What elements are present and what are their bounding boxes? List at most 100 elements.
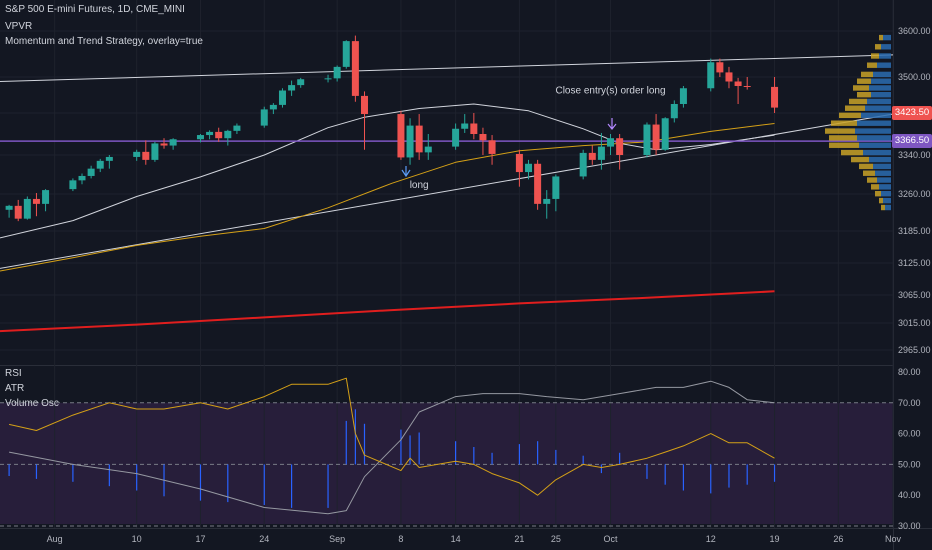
- lower-tick-label: 40.00: [898, 490, 921, 500]
- lower-tick-label: 30.00: [898, 521, 921, 531]
- candle-body: [233, 125, 241, 131]
- vpvr-down-bar: [839, 112, 861, 119]
- candle-body: [96, 160, 104, 169]
- long-entry-arrow: [401, 166, 411, 178]
- candle-body: [169, 139, 177, 146]
- candle-body: [87, 168, 95, 176]
- candle-body: [78, 175, 86, 181]
- candle-body: [661, 118, 669, 150]
- legend-volume-osc: Volume Osc: [5, 398, 59, 409]
- vpvr-up-bar: [861, 112, 891, 119]
- legend-atr: ATR: [5, 383, 25, 394]
- candle-body: [269, 104, 277, 110]
- candle-body: [215, 131, 223, 139]
- candle-body: [397, 114, 405, 158]
- candle-body: [224, 130, 232, 139]
- annotation-label: long: [410, 180, 429, 191]
- vpvr-down-bar: [851, 156, 869, 163]
- time-tick-label: 21: [514, 534, 524, 544]
- candle-body: [333, 66, 341, 79]
- time-tick-label: 10: [132, 534, 142, 544]
- vpvr-up-bar: [859, 142, 891, 148]
- time-tick-label: 25: [551, 534, 561, 544]
- vpvr-up-bar: [883, 197, 891, 204]
- price-tick-label: 3600.00: [898, 26, 931, 36]
- last-price-tag: 3423.50: [892, 106, 932, 120]
- vpvr-down-bar: [879, 197, 883, 204]
- candle-body: [206, 131, 214, 136]
- time-tick-label: Sep: [329, 534, 345, 544]
- annotation-label: Close entry(s) order long: [555, 86, 665, 97]
- candle-body: [415, 125, 423, 153]
- time-tick-label: 8: [398, 534, 403, 544]
- vpvr-up-bar: [867, 98, 891, 105]
- candle-body: [743, 86, 751, 87]
- candle-body: [424, 146, 432, 153]
- vpvr-down-bar: [859, 163, 873, 170]
- candle-body: [342, 41, 350, 67]
- candle-body: [160, 143, 168, 146]
- candle-body: [479, 134, 487, 141]
- vpvr-down-bar: [875, 191, 881, 197]
- candle-body: [543, 198, 551, 204]
- vpvr-down-bar: [831, 120, 857, 126]
- time-tick-label: 19: [770, 534, 780, 544]
- vpvr-up-bar: [855, 128, 891, 134]
- candle-body: [452, 128, 460, 147]
- candle-body: [133, 151, 141, 157]
- candle-body: [552, 176, 560, 199]
- candle-body: [597, 146, 605, 160]
- candle-body: [297, 79, 305, 86]
- candle-body: [14, 205, 22, 219]
- time-tick-label: 14: [451, 534, 461, 544]
- vpvr-up-bar: [869, 156, 891, 163]
- vpvr-down-bar: [867, 177, 877, 183]
- level-price-tag: 3366.50: [892, 134, 932, 148]
- price-tick-label: 3260.00: [898, 189, 931, 199]
- candle-body: [5, 205, 13, 210]
- vpvr-down-bar: [841, 149, 863, 156]
- candle-body: [351, 41, 359, 96]
- legend-strategy: Momentum and Trend Strategy, overlay=tru…: [5, 36, 203, 47]
- vpvr-up-bar: [863, 149, 891, 156]
- candle-body: [525, 163, 533, 173]
- candle-body: [360, 95, 368, 115]
- time-tick-label: Nov: [885, 534, 902, 544]
- vpvr-up-bar: [869, 85, 891, 91]
- price-tick-label: 3015.00: [898, 318, 931, 328]
- vpvr-up-bar: [875, 170, 891, 176]
- vpvr-down-bar: [863, 170, 875, 176]
- time-tick-label: 24: [259, 534, 269, 544]
- vpvr-up-bar: [871, 78, 891, 84]
- candle-body: [716, 62, 724, 73]
- vpvr-down-bar: [871, 53, 879, 59]
- vpvr-down-bar: [857, 92, 871, 98]
- price-tick-label: 3065.00: [898, 290, 931, 300]
- candle-body: [588, 152, 596, 160]
- vpvr-down-bar: [879, 34, 883, 41]
- vpvr-up-bar: [871, 92, 891, 98]
- candle-body: [734, 81, 742, 86]
- vpvr-down-bar: [857, 78, 871, 84]
- legend-symbol: S&P 500 E-mini Futures, 1D, CME_MINI: [5, 4, 185, 15]
- legend-vpvr: VPVR: [5, 21, 33, 32]
- candle-body: [643, 124, 651, 155]
- candle-body: [23, 198, 31, 219]
- vpvr-down-bar: [825, 128, 855, 134]
- vpvr-up-bar: [857, 120, 891, 126]
- lower-tick-label: 50.00: [898, 459, 921, 469]
- vpvr-down-bar: [853, 85, 869, 91]
- vpvr-up-bar: [885, 204, 891, 211]
- vpvr-up-bar: [883, 34, 891, 41]
- candle-body: [470, 123, 478, 134]
- rsi-band: [0, 402, 893, 524]
- vpvr-up-bar: [879, 53, 891, 59]
- time-tick-label: 17: [195, 534, 205, 544]
- candle-body: [707, 62, 715, 89]
- candle-body: [461, 123, 469, 129]
- candle-body: [771, 86, 779, 108]
- candle-body: [151, 143, 159, 160]
- candle-body: [69, 180, 77, 190]
- vpvr-down-bar: [867, 62, 877, 68]
